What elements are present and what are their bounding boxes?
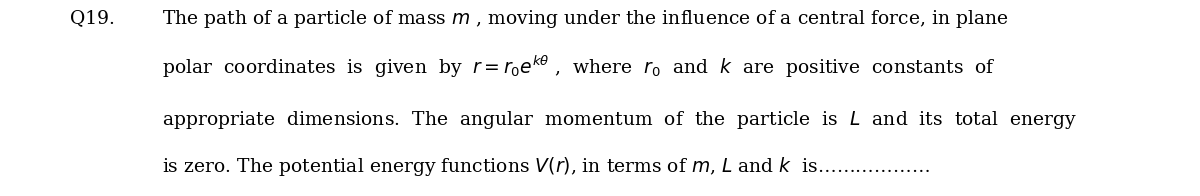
Text: Q19.: Q19. (70, 10, 114, 27)
Text: The path of a particle of mass $m$ , moving under the influence of a central for: The path of a particle of mass $m$ , mov… (162, 7, 1008, 30)
Text: polar  coordinates  is  given  by  $r = r_0 e^{k\theta}$ ,  where  $r_0$  and  $: polar coordinates is given by $r = r_0 e… (162, 54, 996, 81)
Text: appropriate  dimensions.  The  angular  momentum  of  the  particle  is  $L$  an: appropriate dimensions. The angular mome… (162, 109, 1078, 132)
Text: is zero. The potential energy functions $V(r)$, in terms of $m$, $L$ and $k$  is: is zero. The potential energy functions … (162, 155, 930, 179)
